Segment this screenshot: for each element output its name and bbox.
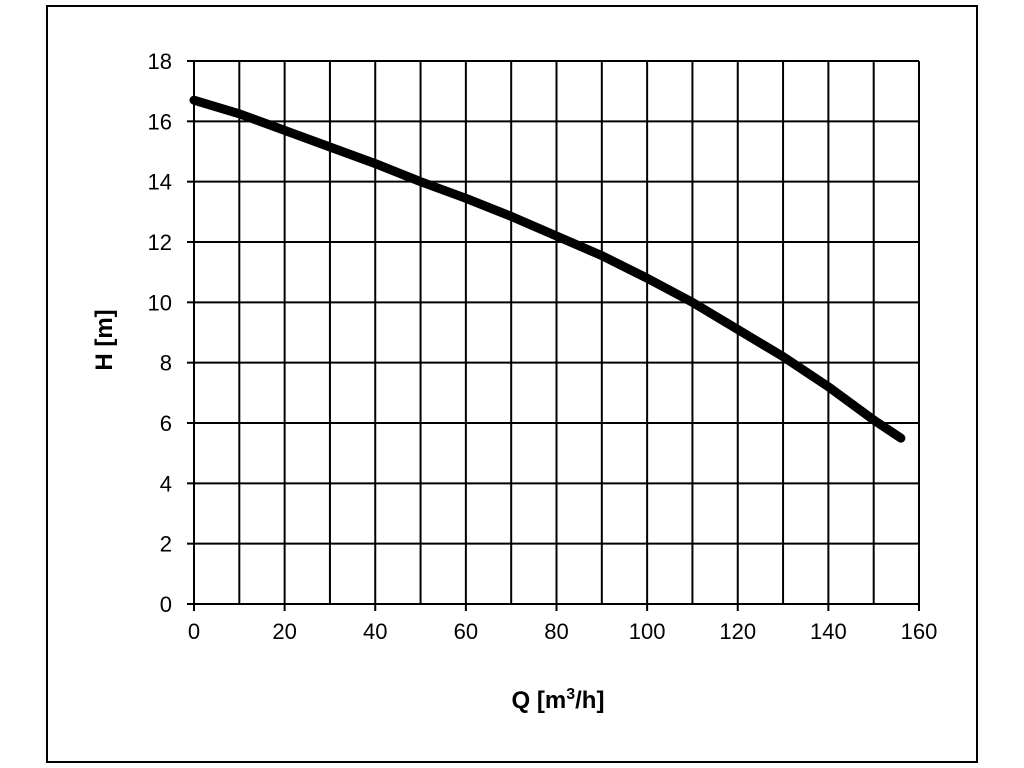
x-tick-label: 120 xyxy=(719,619,756,644)
curve-layer xyxy=(189,95,906,443)
x-tick-label: 100 xyxy=(629,619,666,644)
grid xyxy=(187,60,920,611)
x-axis-title-tail: /h] xyxy=(575,687,604,714)
x-tick-label: 40 xyxy=(363,619,387,644)
x-axis-title-superscript: 3 xyxy=(566,686,575,703)
y-tick-label: 18 xyxy=(148,49,172,74)
y-tick-label: 10 xyxy=(148,290,172,315)
y-tick-label: 14 xyxy=(148,170,172,195)
figure-frame: 0 20 40 60 80 100 120 140 160 0 2 4 6 8 10 12 14 16 18 H [… xyxy=(46,5,978,763)
tick-labels: 0 20 40 60 80 100 120 140 160 0 2 4 6 8 10 12 14 16 18 xyxy=(148,49,938,644)
y-tick-label: 16 xyxy=(148,109,172,134)
y-axis-title: H [m] xyxy=(91,309,118,370)
x-axis-title: Q [m3/h] xyxy=(512,686,605,714)
x-tick-label: 60 xyxy=(454,619,478,644)
y-tick-label: 0 xyxy=(160,592,172,617)
y-tick-label: 4 xyxy=(160,471,172,496)
y-tick-label: 8 xyxy=(160,351,172,376)
y-tick-label: 6 xyxy=(160,411,172,436)
x-tick-label: 0 xyxy=(188,619,200,644)
y-tick-label: 12 xyxy=(148,230,172,255)
x-tick-label: 160 xyxy=(901,619,938,644)
x-tick-label: 80 xyxy=(544,619,568,644)
pump-curve-line xyxy=(189,95,906,443)
x-axis-title-main: Q [m xyxy=(512,687,567,714)
chart-area: 0 20 40 60 80 100 120 140 160 0 2 4 6 8 10 12 14 16 18 H [… xyxy=(91,49,938,714)
x-tick-label: 140 xyxy=(810,619,847,644)
x-tick-label: 20 xyxy=(272,619,296,644)
y-tick-label: 2 xyxy=(160,532,172,557)
